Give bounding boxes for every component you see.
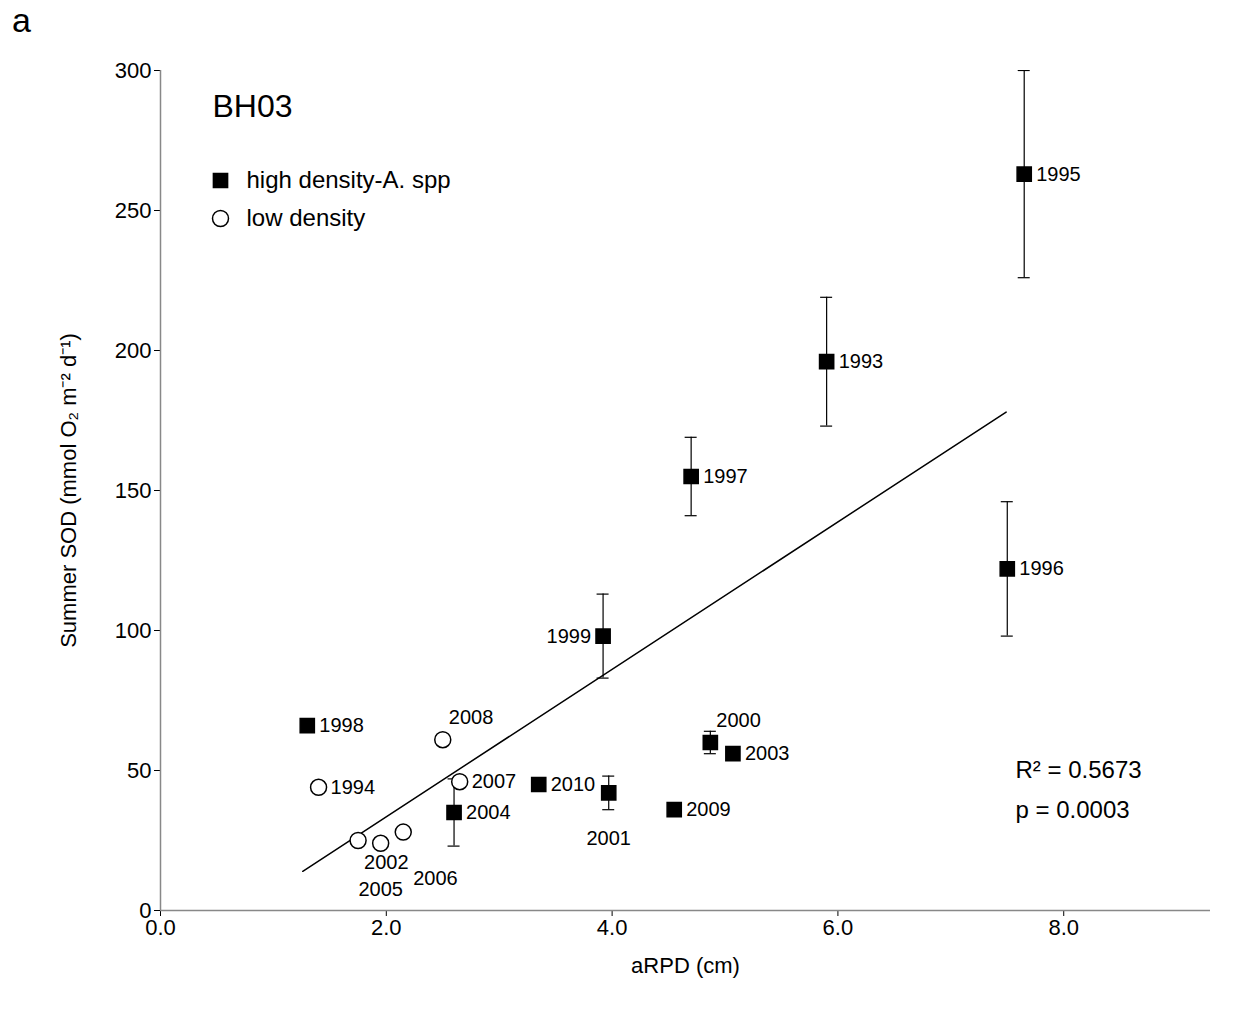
svg-text:2007: 2007: [472, 770, 517, 792]
svg-text:0: 0: [139, 897, 152, 923]
svg-text:2009: 2009: [686, 798, 731, 820]
svg-text:2004: 2004: [466, 801, 511, 823]
svg-text:1999: 1999: [547, 625, 592, 647]
svg-text:BH03: BH03: [213, 88, 293, 124]
svg-text:2005: 2005: [358, 878, 403, 900]
svg-text:2006: 2006: [413, 867, 458, 889]
svg-text:50: 50: [127, 758, 151, 783]
svg-text:200: 200: [115, 338, 152, 363]
html-text:a: a: [12, 1, 31, 39]
svg-text:Summer SOD (mmol O₂ m⁻² d⁻¹): Summer SOD (mmol O₂ m⁻² d⁻¹): [56, 333, 81, 648]
svg-text:1997: 1997: [703, 465, 748, 487]
svg-text:2010: 2010: [551, 773, 596, 795]
svg-text:1996: 1996: [1019, 557, 1064, 579]
svg-text:low density: low density: [247, 204, 366, 231]
svg-text:0.0: 0.0: [145, 915, 176, 940]
svg-text:1995: 1995: [1036, 163, 1081, 185]
svg-text:4.0: 4.0: [597, 915, 628, 940]
svg-text:aRPD (cm): aRPD (cm): [631, 953, 740, 978]
svg-text:1993: 1993: [839, 350, 884, 372]
svg-text:2000: 2000: [716, 709, 761, 731]
svg-text:2008: 2008: [449, 706, 494, 728]
svg-text:100: 100: [115, 618, 152, 643]
svg-text:1998: 1998: [319, 714, 364, 736]
svg-text:1994: 1994: [331, 776, 376, 798]
svg-text:2003: 2003: [745, 742, 790, 764]
svg-text:250: 250: [115, 198, 152, 223]
svg-text:R² = 0.5673: R² = 0.5673: [1016, 756, 1142, 783]
svg-text:300: 300: [115, 58, 152, 83]
svg-text:150: 150: [115, 478, 152, 503]
svg-text:8.0: 8.0: [1048, 915, 1079, 940]
svg-text:2002: 2002: [364, 851, 409, 873]
svg-text:p = 0.0003: p = 0.0003: [1016, 796, 1130, 823]
svg-text:2001: 2001: [586, 827, 631, 849]
svg-text:high density-A. spp: high density-A. spp: [247, 166, 451, 193]
svg-text:2.0: 2.0: [371, 915, 402, 940]
svg-text:6.0: 6.0: [823, 915, 854, 940]
